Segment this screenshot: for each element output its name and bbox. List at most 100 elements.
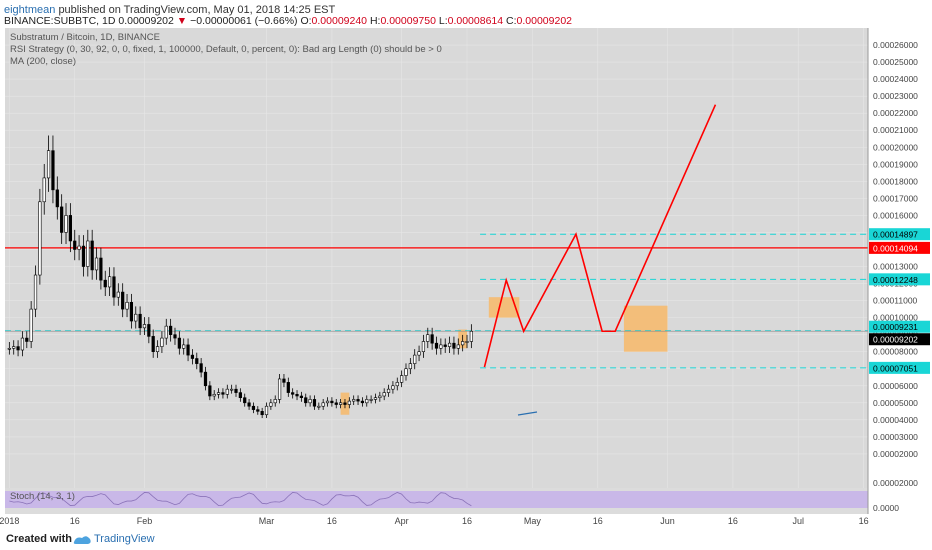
candle-body	[291, 392, 295, 395]
candle-body	[352, 399, 356, 402]
y-tick-label: 0.00024000	[873, 74, 918, 84]
candle-body	[408, 363, 412, 370]
candle-body	[461, 341, 465, 346]
candle-body	[73, 240, 77, 250]
candle-body	[46, 150, 51, 179]
candle-body	[330, 400, 334, 404]
candle-body	[160, 337, 164, 347]
ohlc-row: BINANCE:SUBBTC, 1D 0.00009202 ▼ −0.00000…	[4, 15, 572, 27]
high-value: 0.00009750	[380, 15, 436, 27]
y-tick-label: 0.00002000	[873, 449, 918, 459]
candle-body	[134, 313, 138, 322]
candle-body	[234, 388, 238, 393]
candle-body	[129, 301, 134, 322]
target-zone	[488, 297, 520, 318]
candle-body	[465, 341, 469, 343]
candle-body	[221, 392, 225, 395]
author-link[interactable]: eightmean	[4, 4, 56, 16]
candle-body	[230, 388, 234, 391]
candle-body	[447, 342, 452, 347]
legend-ma: MA (200, close)	[10, 56, 76, 67]
close-value: 0.00009202	[516, 15, 573, 27]
price-change: −0.00000061 (−0.66%)	[190, 15, 298, 27]
stoch-line	[9, 492, 472, 507]
low-label: L:	[438, 15, 448, 27]
candle-body	[251, 405, 256, 410]
candle-body	[378, 395, 382, 399]
stoch-tick-label: 0.0000	[873, 503, 899, 513]
candle-body	[273, 399, 277, 404]
candle-body	[382, 392, 386, 397]
candle-body	[190, 354, 195, 359]
candle-body	[434, 342, 439, 349]
candle-body	[269, 402, 273, 407]
y-tick-label: 0.00010000	[873, 313, 918, 323]
y-tick-label: 0.00013000	[873, 262, 918, 272]
candle-body	[116, 291, 120, 298]
low-value: 0.00008614	[447, 15, 504, 27]
price-badge	[869, 320, 930, 333]
candle-body	[456, 344, 460, 349]
tradingview-link[interactable]: TradingView	[94, 533, 155, 545]
candle-body	[182, 344, 186, 349]
candle-body	[42, 177, 46, 203]
price-badge-label: 0.00014897	[873, 230, 918, 240]
y-tick-label: 0.00026000	[873, 40, 918, 50]
candle-body	[147, 324, 151, 337]
y-tick-label: 0.00005000	[873, 398, 918, 408]
x-tick-label: 16	[327, 516, 337, 526]
candle-body	[151, 336, 155, 353]
tradingview-logo-icon	[73, 536, 91, 544]
x-tick-label: Mar	[259, 516, 275, 526]
y-tick-label: 0.00020000	[873, 142, 918, 152]
y-tick-label: 0.00023000	[873, 91, 918, 101]
footer: Created with TradingView	[0, 528, 932, 550]
candle-body	[112, 276, 116, 298]
candle-body	[216, 392, 221, 395]
y-tick-label: 0.00011000	[873, 296, 918, 306]
candle-body	[203, 371, 208, 387]
y-tick-label: 0.00022000	[873, 108, 918, 118]
y-tick-label: 0.00021000	[873, 125, 918, 135]
y-tick-label: 0.00016000	[873, 210, 918, 220]
candle-body	[99, 257, 103, 281]
legend-stoch: Stoch (14, 3, 1)	[10, 491, 75, 502]
price-chart[interactable]: 0.00026000 0.00025000 0.00024000 0.00023000…	[0, 0, 932, 528]
publish-info: eightmean published on TradingView.com, …	[4, 4, 335, 16]
candle-body	[33, 274, 38, 310]
candle-body	[413, 354, 417, 364]
y-tick-label: 0.00025000	[873, 57, 918, 67]
candle-body	[360, 400, 365, 404]
candle-body	[38, 201, 42, 276]
publish-text: published on TradingView.com, May 01, 20…	[58, 4, 336, 16]
open-value: 0.00009240	[311, 15, 368, 27]
candle-body	[347, 400, 351, 405]
plot-background	[5, 28, 868, 488]
y-tick-label: 0.00018000	[873, 176, 918, 186]
candle-body	[125, 301, 129, 310]
candle-body	[404, 368, 408, 376]
price-badge	[869, 228, 930, 241]
high-label: H:	[369, 15, 381, 27]
candle-body	[299, 395, 303, 399]
candle-body	[64, 215, 68, 233]
price-badge	[869, 273, 930, 286]
candle-body	[343, 402, 347, 405]
candle-body	[304, 397, 308, 404]
price-badge-label: 0.00009231	[873, 322, 918, 332]
y-tick-label: 0.00019000	[873, 159, 918, 169]
candle-body	[256, 409, 260, 412]
candles	[7, 135, 473, 419]
price-badge	[869, 361, 930, 374]
candle-body	[426, 334, 430, 342]
candle-body	[264, 405, 269, 416]
candle-body	[238, 392, 242, 399]
candle-body	[260, 411, 264, 416]
candle-body	[400, 375, 404, 383]
close-label: C:	[506, 15, 517, 27]
candle-body	[317, 405, 321, 408]
candle-body	[421, 341, 426, 353]
change-arrow-icon: ▼	[176, 15, 188, 27]
y-tick-label: 0.00003000	[873, 432, 918, 442]
candle-body	[142, 324, 147, 329]
